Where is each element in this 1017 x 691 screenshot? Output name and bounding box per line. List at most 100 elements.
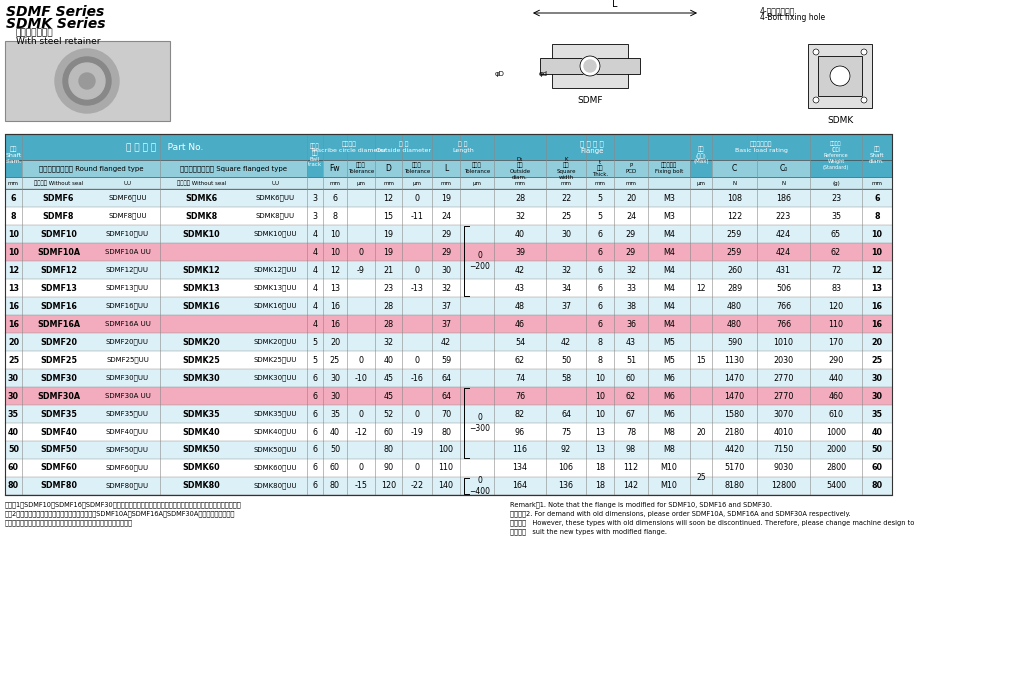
Text: 5: 5: [597, 211, 602, 220]
Text: SDMF20: SDMF20: [40, 337, 77, 346]
Text: 6: 6: [312, 410, 317, 419]
Text: 2180: 2180: [724, 428, 744, 437]
Text: 136: 136: [558, 482, 574, 491]
Text: UU: UU: [271, 180, 279, 185]
Text: 鋼板保持器付き: 鋼板保持器付き: [16, 28, 54, 37]
Bar: [5, 261, 892, 279]
Text: C: C: [732, 164, 737, 173]
Text: mm: mm: [440, 180, 452, 185]
Text: L: L: [443, 164, 448, 173]
Text: M8: M8: [663, 428, 675, 437]
Text: 8: 8: [11, 211, 16, 220]
Text: 4: 4: [312, 247, 317, 256]
Text: SDMF16A: SDMF16A: [37, 319, 80, 328]
Text: 58: 58: [561, 374, 572, 383]
Text: 2．旧来のフランジ寸法の品が必要な場合は、SDMF10A、SDMF16A、SDMF30Aをご用命ください。: 2．旧来のフランジ寸法の品が必要な場合は、SDMF10A、SDMF16A、SDM…: [5, 510, 235, 517]
Text: 15: 15: [383, 211, 394, 220]
Text: However, these types with old dimensions will soon be discontinued. Therefore, p: However, these types with old dimensions…: [510, 519, 914, 526]
Text: 223: 223: [776, 211, 791, 220]
Text: SDMK25: SDMK25: [183, 355, 221, 364]
Text: 64: 64: [561, 410, 571, 419]
Bar: [690, 315, 712, 333]
Text: 424: 424: [776, 247, 791, 256]
Text: 142: 142: [623, 482, 639, 491]
Text: SDMF12: SDMF12: [40, 265, 77, 274]
Text: 28: 28: [383, 301, 394, 310]
Text: 13: 13: [872, 283, 883, 292]
Text: 10: 10: [872, 229, 883, 238]
Text: 25: 25: [872, 355, 883, 364]
Text: SDMK12: SDMK12: [183, 265, 221, 274]
Text: 15: 15: [697, 355, 706, 364]
Text: 10: 10: [595, 410, 605, 419]
Text: 16: 16: [8, 319, 19, 328]
Text: 6: 6: [312, 392, 317, 401]
Text: SDMF16A UU: SDMF16A UU: [105, 321, 151, 327]
Text: 460: 460: [829, 392, 843, 401]
Text: 10: 10: [595, 374, 605, 383]
Bar: [460, 441, 494, 459]
Text: SDMF16　UU: SDMF16 UU: [106, 303, 149, 310]
Text: 参考質量
(重量)
Reference
Weight
(Standard): 参考質量 (重量) Reference Weight (Standard): [823, 142, 849, 169]
Circle shape: [584, 60, 596, 72]
Text: 6: 6: [333, 193, 338, 202]
Text: 5: 5: [312, 337, 317, 346]
Text: μm: μm: [357, 180, 365, 185]
Text: 13: 13: [595, 446, 605, 455]
Text: 12: 12: [872, 265, 883, 274]
Text: 98: 98: [625, 446, 636, 455]
Text: 54: 54: [515, 337, 525, 346]
Text: 1470: 1470: [724, 374, 744, 383]
Text: 80: 80: [441, 428, 451, 437]
Text: 34: 34: [561, 283, 571, 292]
Text: 2770: 2770: [773, 392, 793, 401]
Text: 丸フランジタイプ Round flanged type: 丸フランジタイプ Round flanged type: [39, 165, 143, 172]
Text: 28: 28: [383, 319, 394, 328]
Text: 1470: 1470: [724, 392, 744, 401]
Bar: [5, 134, 22, 177]
Text: 64: 64: [441, 392, 451, 401]
Text: SDMF40: SDMF40: [40, 428, 77, 437]
Text: （旧品消化後廃止する予定ですので、設計変更をお願い致します）: （旧品消化後廃止する予定ですので、設計変更をお願い致します）: [5, 519, 133, 526]
Bar: [5, 41, 170, 121]
Bar: [5, 189, 892, 207]
Text: Fw: Fw: [330, 164, 341, 173]
Text: 7150: 7150: [773, 446, 793, 455]
Text: D: D: [385, 164, 392, 173]
Text: N: N: [781, 180, 785, 185]
Text: 8: 8: [875, 211, 880, 220]
Text: 40: 40: [383, 355, 394, 364]
Text: SDMF35　UU: SDMF35 UU: [106, 410, 149, 417]
Text: SDMF16: SDMF16: [40, 301, 77, 310]
Bar: [690, 261, 712, 279]
Text: 4: 4: [312, 229, 317, 238]
Text: 22: 22: [560, 193, 572, 202]
Text: UU: UU: [123, 180, 131, 185]
Text: SDMK12　UU: SDMK12 UU: [253, 267, 297, 274]
Text: 18: 18: [595, 482, 605, 491]
Text: 30: 30: [8, 392, 19, 401]
Text: M4: M4: [663, 247, 675, 256]
Text: 21: 21: [383, 265, 394, 274]
Text: SDMK Series: SDMK Series: [6, 17, 106, 31]
Circle shape: [79, 73, 95, 89]
Text: 50: 50: [330, 446, 340, 455]
Text: 0: 0: [415, 265, 419, 274]
Text: -15: -15: [355, 482, 367, 491]
Text: M6: M6: [663, 392, 675, 401]
Text: 29: 29: [625, 229, 636, 238]
Text: 29: 29: [441, 229, 452, 238]
Text: 140: 140: [438, 482, 454, 491]
Bar: [5, 387, 892, 405]
Text: SDMF30　UU: SDMF30 UU: [106, 375, 149, 381]
Text: 35: 35: [872, 410, 883, 419]
Text: 62: 62: [515, 355, 525, 364]
Text: 10: 10: [872, 247, 883, 256]
Text: 46: 46: [515, 319, 525, 328]
Text: 13: 13: [595, 428, 605, 437]
Text: SDMF10A UU: SDMF10A UU: [105, 249, 151, 255]
Text: 20: 20: [625, 193, 636, 202]
Text: 43: 43: [626, 337, 636, 346]
Text: 92: 92: [560, 446, 572, 455]
Text: SDMK50　UU: SDMK50 UU: [253, 446, 297, 453]
